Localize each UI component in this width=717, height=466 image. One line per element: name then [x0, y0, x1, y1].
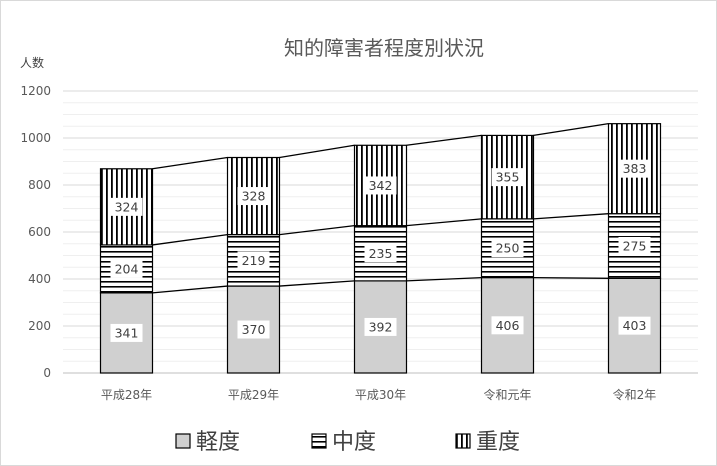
series-line	[152, 233, 228, 246]
series-line	[406, 134, 482, 146]
legend: 軽度 中度 重度	[175, 430, 520, 455]
data-label-bg	[491, 316, 524, 335]
y-tick-label: 1000	[20, 131, 51, 145]
data-labels: 341 204 324 370 219 328 392 235 342 406 250 355 403 2…	[110, 159, 651, 342]
data-label: 275	[623, 238, 647, 253]
series-line	[406, 218, 482, 227]
data-label-bg	[237, 251, 270, 270]
data-label: 383	[623, 161, 647, 176]
data-label-bg	[618, 236, 651, 255]
data-label: 403	[623, 318, 647, 333]
data-label-bg	[618, 316, 651, 335]
legend-label: 重度	[476, 430, 520, 455]
series-line	[533, 276, 609, 279]
data-label-bg	[237, 187, 270, 206]
data-label-bg	[491, 239, 524, 258]
data-label: 406	[496, 318, 520, 333]
series-line	[279, 144, 355, 159]
data-label: 341	[115, 325, 139, 340]
y-tick-label: 200	[28, 319, 51, 333]
data-label-bg	[364, 244, 397, 263]
y-tick-label: 800	[28, 178, 51, 192]
data-label-bg	[491, 168, 524, 187]
bars	[99, 123, 662, 374]
series-line	[406, 276, 482, 282]
y-tick-label: 600	[28, 225, 51, 239]
x-tick-labels: 平成28年 平成29年 平成30年 令和元年 令和2年	[101, 387, 656, 402]
data-label-bg	[618, 159, 651, 178]
chart-title: 知的障害者程度別状況	[284, 36, 484, 60]
series-line	[279, 225, 355, 236]
data-label: 370	[242, 322, 266, 337]
data-label: 235	[369, 246, 393, 261]
data-label-bg	[110, 259, 143, 278]
data-label-bg	[110, 323, 143, 342]
legend-swatch	[175, 433, 191, 449]
data-label: 355	[496, 170, 520, 185]
data-label-bg	[237, 320, 270, 339]
series-line	[533, 213, 609, 220]
data-label: 328	[242, 189, 266, 204]
x-tick-label: 平成30年	[355, 388, 406, 402]
legend-swatch	[311, 433, 327, 449]
legend-swatch	[455, 433, 471, 449]
y-axis-label: 人数	[20, 55, 44, 70]
data-label: 342	[369, 178, 393, 193]
x-tick-label: 令和2年	[613, 387, 657, 402]
y-tick-label: 1200	[20, 84, 51, 98]
series-line	[279, 280, 355, 287]
x-tick-label: 令和元年	[483, 387, 531, 402]
data-label: 392	[369, 319, 393, 334]
series-line	[533, 123, 609, 137]
x-tick-label: 平成29年	[228, 388, 279, 402]
y-tick-labels: 0 200 400 600 800 1000 1200	[20, 84, 51, 380]
series-line	[152, 285, 228, 294]
data-label-bg	[364, 176, 397, 195]
data-label: 324	[115, 199, 139, 214]
data-label-bg	[364, 317, 397, 336]
data-label: 219	[242, 253, 266, 268]
bar-segment	[480, 134, 535, 220]
data-label: 250	[496, 241, 520, 256]
y-tick-label: 400	[28, 272, 51, 286]
series-lines	[152, 123, 609, 294]
series-line	[152, 156, 228, 170]
data-label: 204	[115, 261, 139, 276]
legend-label: 中度	[332, 430, 376, 455]
x-tick-label: 平成28年	[101, 388, 152, 402]
data-label-bg	[110, 197, 143, 216]
legend-label: 軽度	[196, 430, 240, 455]
y-tick-label: 0	[43, 366, 51, 380]
